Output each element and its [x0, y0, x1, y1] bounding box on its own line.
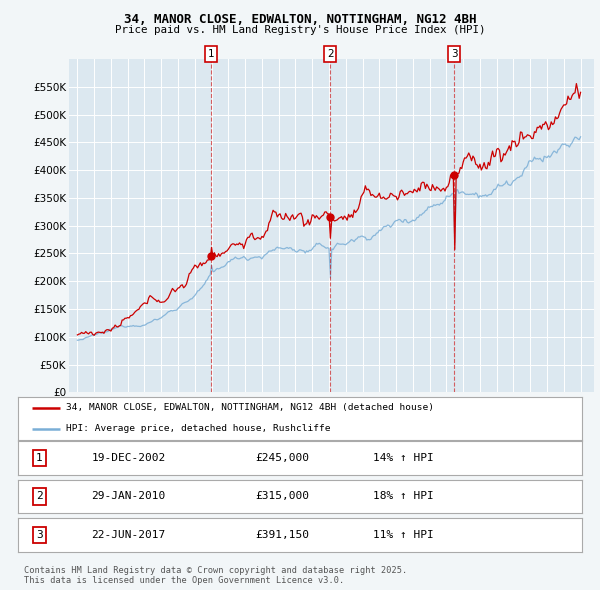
Text: HPI: Average price, detached house, Rushcliffe: HPI: Average price, detached house, Rush…: [66, 424, 331, 434]
Text: £315,000: £315,000: [255, 491, 309, 502]
Text: 34, MANOR CLOSE, EDWALTON, NOTTINGHAM, NG12 4BH (detached house): 34, MANOR CLOSE, EDWALTON, NOTTINGHAM, N…: [66, 403, 434, 412]
Text: Contains HM Land Registry data © Crown copyright and database right 2025.
This d: Contains HM Land Registry data © Crown c…: [24, 566, 407, 585]
Text: 1: 1: [36, 453, 43, 463]
Text: 1: 1: [208, 49, 214, 59]
Text: 2: 2: [36, 491, 43, 502]
Text: 34, MANOR CLOSE, EDWALTON, NOTTINGHAM, NG12 4BH: 34, MANOR CLOSE, EDWALTON, NOTTINGHAM, N…: [124, 13, 476, 26]
Text: 29-JAN-2010: 29-JAN-2010: [91, 491, 166, 502]
Text: £245,000: £245,000: [255, 453, 309, 463]
Text: £391,150: £391,150: [255, 530, 309, 540]
Text: 2: 2: [327, 49, 334, 59]
Text: 19-DEC-2002: 19-DEC-2002: [91, 453, 166, 463]
Text: 11% ↑ HPI: 11% ↑ HPI: [373, 530, 434, 540]
Text: 14% ↑ HPI: 14% ↑ HPI: [373, 453, 434, 463]
Text: 22-JUN-2017: 22-JUN-2017: [91, 530, 166, 540]
Text: Price paid vs. HM Land Registry's House Price Index (HPI): Price paid vs. HM Land Registry's House …: [115, 25, 485, 35]
Text: 3: 3: [451, 49, 458, 59]
Text: 18% ↑ HPI: 18% ↑ HPI: [373, 491, 434, 502]
Text: 3: 3: [36, 530, 43, 540]
